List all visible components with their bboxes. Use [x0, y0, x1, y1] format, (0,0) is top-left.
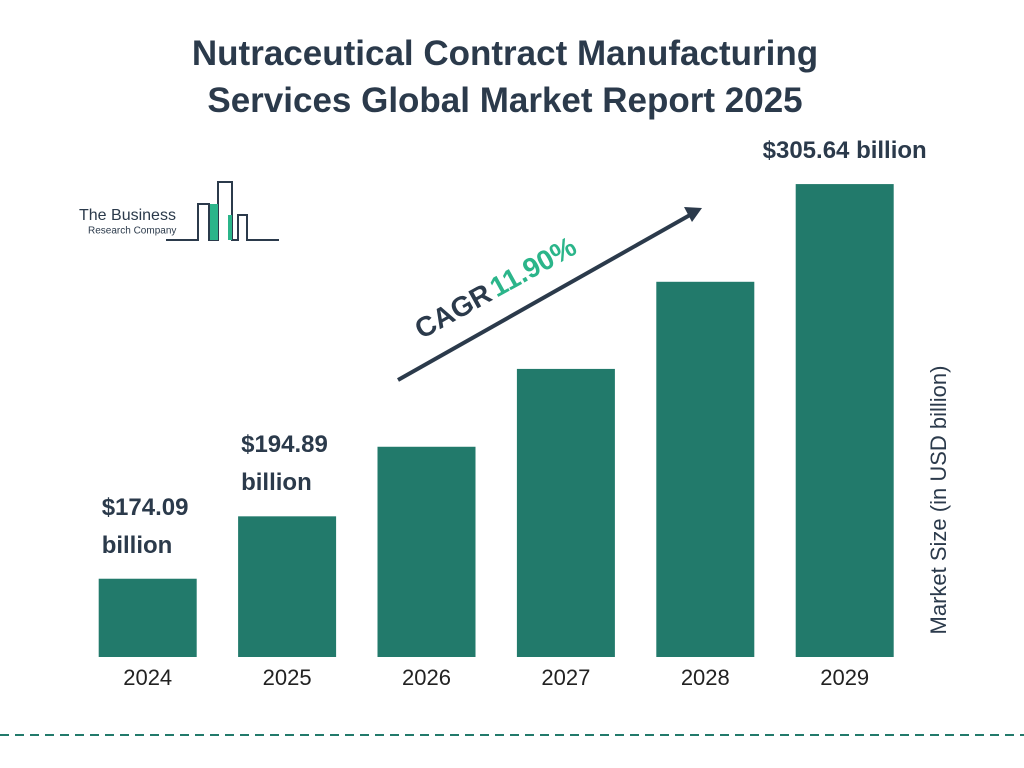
cagr-arrowhead	[684, 207, 702, 222]
logo-subtext: Research Company	[88, 226, 176, 237]
cagr-label: CAGR	[409, 278, 496, 345]
x-tick-label: 2028	[681, 665, 730, 690]
value-label: $174.09 billion	[101, 493, 189, 559]
cagr-arrow	[397, 213, 691, 382]
chart-title: Nutraceutical Contract Manufacturing Ser…	[191, 34, 819, 120]
cagr-value: 11.90%	[485, 231, 582, 303]
y-axis-label: Market Size (in USD billion)	[926, 366, 951, 635]
cagr: CAGR 11.90%	[409, 231, 581, 345]
bar	[656, 281, 755, 657]
bar	[238, 516, 337, 657]
value-label: $194.89 billion	[241, 431, 328, 497]
bar	[516, 368, 615, 657]
bar	[98, 578, 197, 657]
bar	[377, 446, 476, 657]
x-tick-label: 2024	[123, 665, 172, 690]
logo-text: The Business	[79, 207, 176, 224]
bar	[795, 184, 894, 657]
x-tick-label: 2029	[820, 665, 869, 690]
x-tick-label: 2027	[541, 665, 590, 690]
x-tick-label: 2026	[402, 665, 451, 690]
value-label: $305.64 billion	[762, 137, 927, 165]
x-tick-label: 2025	[263, 665, 312, 690]
logo: The Business Research Company	[79, 181, 279, 241]
